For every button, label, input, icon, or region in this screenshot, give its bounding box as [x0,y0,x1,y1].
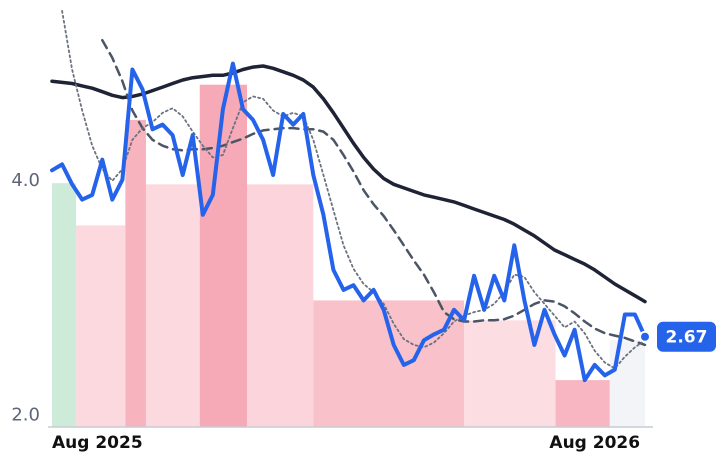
lines [50,10,651,383]
axes: 2.0 4.0 Aug 2025 Aug 2026 [11,170,653,453]
y-tick-label: 2.0 [11,404,40,425]
y-tick-label: 4.0 [11,170,40,191]
series-line [50,64,647,304]
series-line [61,10,646,370]
band [199,84,247,427]
band [52,183,77,427]
band [125,119,146,427]
x-tick-label: Aug 2026 [549,433,640,453]
band [313,300,465,427]
value-badge-label: 2.67 [666,328,708,348]
last-point [639,330,651,343]
band [246,184,314,427]
band [609,340,645,427]
series-line [50,61,647,383]
band [555,380,610,427]
band [76,225,126,427]
x-tick-label: Aug 2025 [52,433,143,453]
bands [52,84,645,427]
value-badge [657,321,716,352]
band [464,320,556,427]
band [145,184,200,427]
